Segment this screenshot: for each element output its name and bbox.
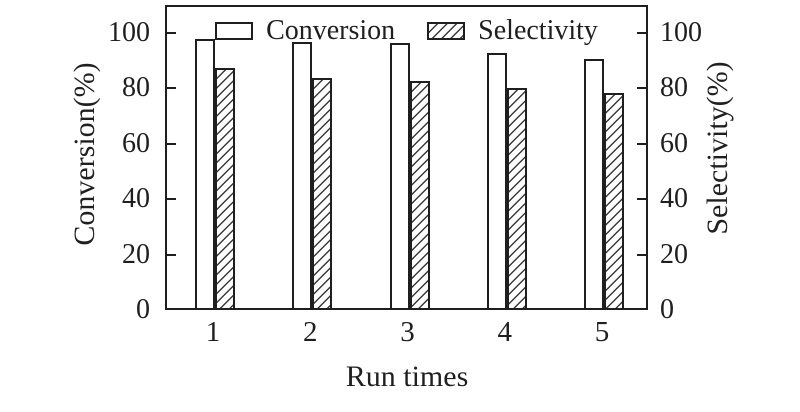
bar-conversion-run-4 <box>486 53 507 308</box>
bar-conversion-run-3 <box>389 43 410 308</box>
selectivity-swatch-icon <box>427 22 466 40</box>
y-tick-label-right-0: 0 <box>660 294 674 325</box>
legend-label-conversion: Conversion <box>266 15 396 46</box>
y-tick-label-left-60: 60 <box>122 127 150 159</box>
y-tick-label-left-20: 20 <box>122 238 150 270</box>
x-tick-label-1: 1 <box>205 316 221 348</box>
bar-conversion-run-1 <box>195 39 215 308</box>
legend-item-selectivity: Selectivity <box>427 16 598 46</box>
bar-conversion-run-5 <box>584 58 604 308</box>
y-tick-mark-right-40 <box>637 198 646 201</box>
y-tick-label-right-100: 100 <box>660 17 702 48</box>
y-tick-mark-right-80 <box>637 87 646 90</box>
y-tick-mark-left-40 <box>167 198 176 201</box>
x-tick-label-3: 3 <box>400 316 415 348</box>
y-tick-mark-left-20 <box>167 253 176 256</box>
y-tick-mark-left-60 <box>167 142 176 145</box>
bar-selectivity-run-4 <box>506 87 527 308</box>
y-tick-mark-right-100 <box>637 32 646 34</box>
x-axis-title: Run times <box>345 360 469 393</box>
bar-selectivity-run-1 <box>215 68 235 308</box>
plot-area: Conversion Selectivity <box>165 5 648 310</box>
x-tick-label-4: 4 <box>497 316 513 348</box>
bar-selectivity-run-5 <box>604 93 624 308</box>
x-tick-label-5: 5 <box>594 316 610 348</box>
legend: Conversion Selectivity <box>167 16 646 46</box>
y-tick-mark-left-100 <box>167 32 176 34</box>
y-tick-mark-right-60 <box>637 142 646 145</box>
y-tick-mark-right-20 <box>637 253 646 256</box>
y-tick-label-right-40: 40 <box>660 183 688 215</box>
y-tick-label-left-100: 100 <box>108 17 150 48</box>
y-tick-label-left-40: 40 <box>122 183 150 215</box>
y-tick-label-right-80: 80 <box>660 72 688 104</box>
y-tick-mark-left-80 <box>167 87 176 90</box>
conversion-swatch-icon <box>215 22 254 40</box>
y-tick-label-right-20: 20 <box>660 238 688 270</box>
y-tick-label-right-60: 60 <box>660 127 688 159</box>
y-tick-label-left-0: 0 <box>136 294 150 325</box>
legend-label-selectivity: Selectivity <box>478 15 598 46</box>
x-tick-label-2: 2 <box>303 316 318 348</box>
y-tick-label-left-80: 80 <box>122 72 150 104</box>
bar-selectivity-run-3 <box>409 80 430 308</box>
bar-selectivity-run-2 <box>312 78 333 308</box>
bar-conversion-run-2 <box>292 42 313 308</box>
